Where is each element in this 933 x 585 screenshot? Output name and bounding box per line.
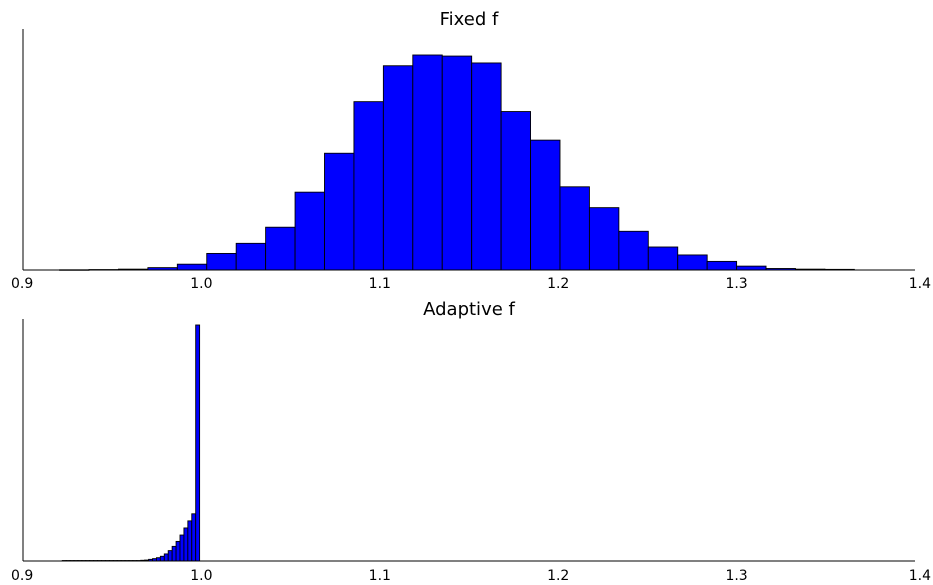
adaptive-f-bar-29 (175, 540, 181, 562)
adaptive-f-bar-30 (179, 534, 185, 562)
fixed-f-bar-16 (530, 139, 561, 271)
fixed-f-title: Fixed f (440, 9, 499, 30)
adaptive-f-histogram-panel: Adaptive f 0.9 1.0 1.1 1.2 1.3 1.4 (11, 299, 931, 584)
fixed-f-bar-11 (382, 65, 414, 271)
fixed-f-bar-22 (706, 260, 738, 271)
fixed-f-x-tick-label: 1.0 (190, 276, 212, 292)
adaptive-f-bar-27 (167, 550, 173, 562)
fixed-f-x-tick-label: 1.2 (547, 276, 569, 292)
adaptive-f-x-tick-label: 1.1 (369, 568, 391, 584)
fixed-f-bar-4 (176, 263, 208, 271)
adaptive-f-title: Adaptive f (423, 299, 515, 320)
adaptive-f-bar-32 (187, 520, 193, 562)
fixed-f-bar-19 (618, 230, 649, 271)
adaptive-f-bars (61, 324, 201, 562)
fixed-f-x-tick-label: 1.4 (909, 276, 931, 292)
fixed-f-bar-13 (441, 55, 473, 271)
fixed-f-bar-12 (412, 54, 443, 271)
adaptive-f-x-tick-label: 1.3 (725, 568, 747, 584)
fixed-f-bar-8 (294, 191, 325, 271)
fixed-f-bar-18 (588, 207, 620, 271)
adaptive-f-x-ticks: 0.9 1.0 1.1 1.2 1.3 1.4 (11, 568, 931, 584)
adaptive-f-x-tick-label: 0.9 (11, 568, 33, 584)
adaptive-f-bar-33 (191, 513, 197, 562)
fixed-f-histogram-panel: Fixed f 0.9 1.0 1.1 1.2 1.3 1.4 (11, 9, 931, 292)
fixed-f-bar-17 (559, 186, 590, 271)
fixed-f-bar-9 (324, 152, 355, 271)
fixed-f-x-ticks: 0.9 1.0 1.1 1.2 1.3 1.4 (11, 276, 931, 292)
fixed-f-bars (59, 54, 855, 271)
fixed-f-bar-7 (265, 226, 296, 271)
adaptive-f-bar-34 (195, 324, 201, 562)
fixed-f-x-tick-label: 1.3 (725, 276, 747, 292)
fixed-f-bar-14 (471, 62, 502, 271)
adaptive-f-x-tick-label: 1.2 (547, 568, 569, 584)
fixed-f-bar-5 (206, 252, 237, 271)
adaptive-f-x-tick-label: 1.0 (190, 568, 212, 584)
fixed-f-bar-21 (677, 254, 708, 271)
adaptive-f-bar-31 (183, 527, 189, 562)
fixed-f-bar-15 (500, 111, 531, 271)
fixed-f-x-tick-label: 0.9 (11, 276, 33, 292)
adaptive-f-bar-25 (159, 555, 165, 562)
fixed-f-x-tick-label: 1.1 (369, 276, 391, 292)
adaptive-f-bar-26 (163, 553, 169, 562)
fixed-f-bar-10 (353, 101, 384, 271)
adaptive-f-bar-28 (171, 545, 177, 562)
adaptive-f-x-tick-label: 1.4 (909, 568, 931, 584)
fixed-f-bar-6 (235, 242, 267, 271)
fixed-f-bar-23 (736, 265, 767, 271)
fixed-f-bar-20 (647, 246, 679, 271)
